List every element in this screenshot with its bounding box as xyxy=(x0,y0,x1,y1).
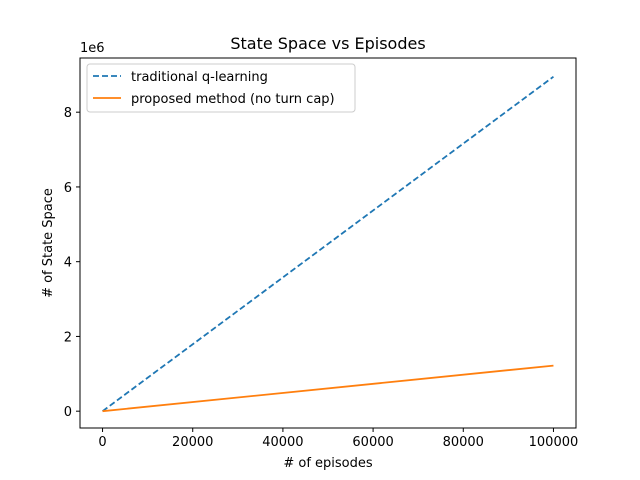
y-tick-label: 6 xyxy=(64,181,72,196)
plot-frame xyxy=(79,57,577,429)
y-axis-label: # of State Space xyxy=(41,188,56,298)
legend-label: proposed method (no turn cap) xyxy=(131,92,335,107)
x-axis-ticks: 0 20000 40000 60000 80000 100000 xyxy=(98,428,578,450)
y-tick-label: 4 xyxy=(64,256,72,271)
x-tick-label: 100000 xyxy=(529,435,579,450)
series-line-1 xyxy=(102,364,554,413)
y-tick-label: 0 xyxy=(64,405,72,420)
legend-box xyxy=(86,63,356,113)
series-line-0 xyxy=(102,75,554,412)
chart-title: State Space vs Episodes xyxy=(230,34,425,53)
x-tick-label: 60000 xyxy=(352,435,393,450)
legend: traditional q-learning proposed method (n… xyxy=(86,63,356,113)
y-offset-label: 1e6 xyxy=(80,41,105,56)
y-tick-label: 2 xyxy=(64,330,72,345)
x-tick-label: 40000 xyxy=(262,435,303,450)
legend-label: traditional q-learning xyxy=(131,70,268,85)
y-axis-ticks: 0 2 4 6 8 xyxy=(64,106,80,420)
x-axis-label: # of episodes xyxy=(283,456,373,471)
x-tick-label: 0 xyxy=(98,435,106,450)
x-tick-label: 80000 xyxy=(443,435,484,450)
x-tick-label: 20000 xyxy=(172,435,213,450)
y-tick-label: 8 xyxy=(64,106,72,121)
series-lines xyxy=(102,75,554,413)
